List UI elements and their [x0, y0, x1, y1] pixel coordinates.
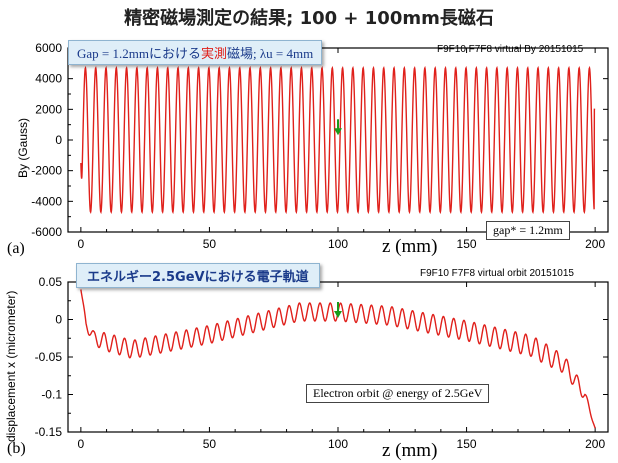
y-tick-label: 0: [55, 313, 62, 327]
chart-b-header-id: F9F10 F7F8 virtual orbit 20151015: [420, 268, 574, 279]
y-tick-label: 6000: [35, 41, 62, 55]
x-tick-label: 0: [78, 237, 85, 251]
x-axis-label-b: z (mm): [382, 440, 438, 461]
x-tick-label: 0: [78, 437, 85, 451]
x-tick-label: 100: [328, 237, 348, 251]
panel-tag-b: (b): [7, 440, 26, 457]
y-axis-label-b: displacement x (micrometer): [4, 290, 18, 442]
chart-b-callout: エネルギー2.5GeVにおける電子軌道: [76, 263, 320, 288]
y-tick-label: 2000: [35, 102, 62, 116]
y-tick-label: 0.05: [39, 275, 63, 289]
orbit-note: Electron orbit @ energy of 2.5GeV: [306, 384, 490, 403]
gap-note: gap* = 1.2mm: [486, 221, 570, 240]
x-tick-label: 200: [585, 437, 605, 451]
page-title: 精密磁場測定の結果; 100 + 100mm長磁石: [124, 8, 494, 29]
y-tick-label: -0.1: [41, 388, 62, 402]
chart-panel-a: -6000 -4000 -2000 0 2000 4000 6000 0 50 100 150 200…: [7, 40, 609, 257]
y-tick-label: -0.15: [35, 425, 63, 439]
x-tick-label: 100: [328, 437, 348, 451]
chart-a-callout: Gap = 1.2mmにおける実測磁場; λu = 4mm: [68, 40, 323, 65]
y-tick-label: 0: [55, 133, 62, 147]
by-field-chart: -6000 -4000 -2000 0 2000 4000 6000 0 50 100 150 200: [31, 41, 609, 251]
callout-text-b: エネルギー2.5GeVにおける電子軌道: [87, 270, 309, 285]
x-axis-label-a: z (mm): [382, 236, 438, 257]
x-tick-label: 150: [457, 237, 477, 251]
x-tick-label: 50: [203, 437, 217, 451]
chart-a-header-id: F9F10 F7F8 virtual By 20151015: [437, 44, 584, 55]
x-tick-label: 200: [585, 237, 605, 251]
y-tick-label: -6000: [31, 225, 62, 239]
marker-arrow-head: [334, 128, 342, 136]
x-tick-label: 150: [457, 437, 477, 451]
callout-suffix: 磁場; λu = 4mm: [226, 46, 314, 61]
marker-arrow-head: [334, 311, 342, 318]
y-tick-label: 4000: [35, 72, 62, 86]
panel-tag-a: (a): [7, 240, 25, 257]
x-tick-label: 50: [203, 237, 217, 251]
series-line: [80, 65, 596, 215]
y-tick-label: -0.05: [35, 350, 63, 364]
callout-prefix: Gap = 1.2mmにおける: [77, 46, 201, 61]
y-tick-label: -2000: [31, 164, 62, 178]
y-tick-label: -4000: [31, 194, 62, 208]
callout-highlight: 実測: [200, 46, 227, 61]
